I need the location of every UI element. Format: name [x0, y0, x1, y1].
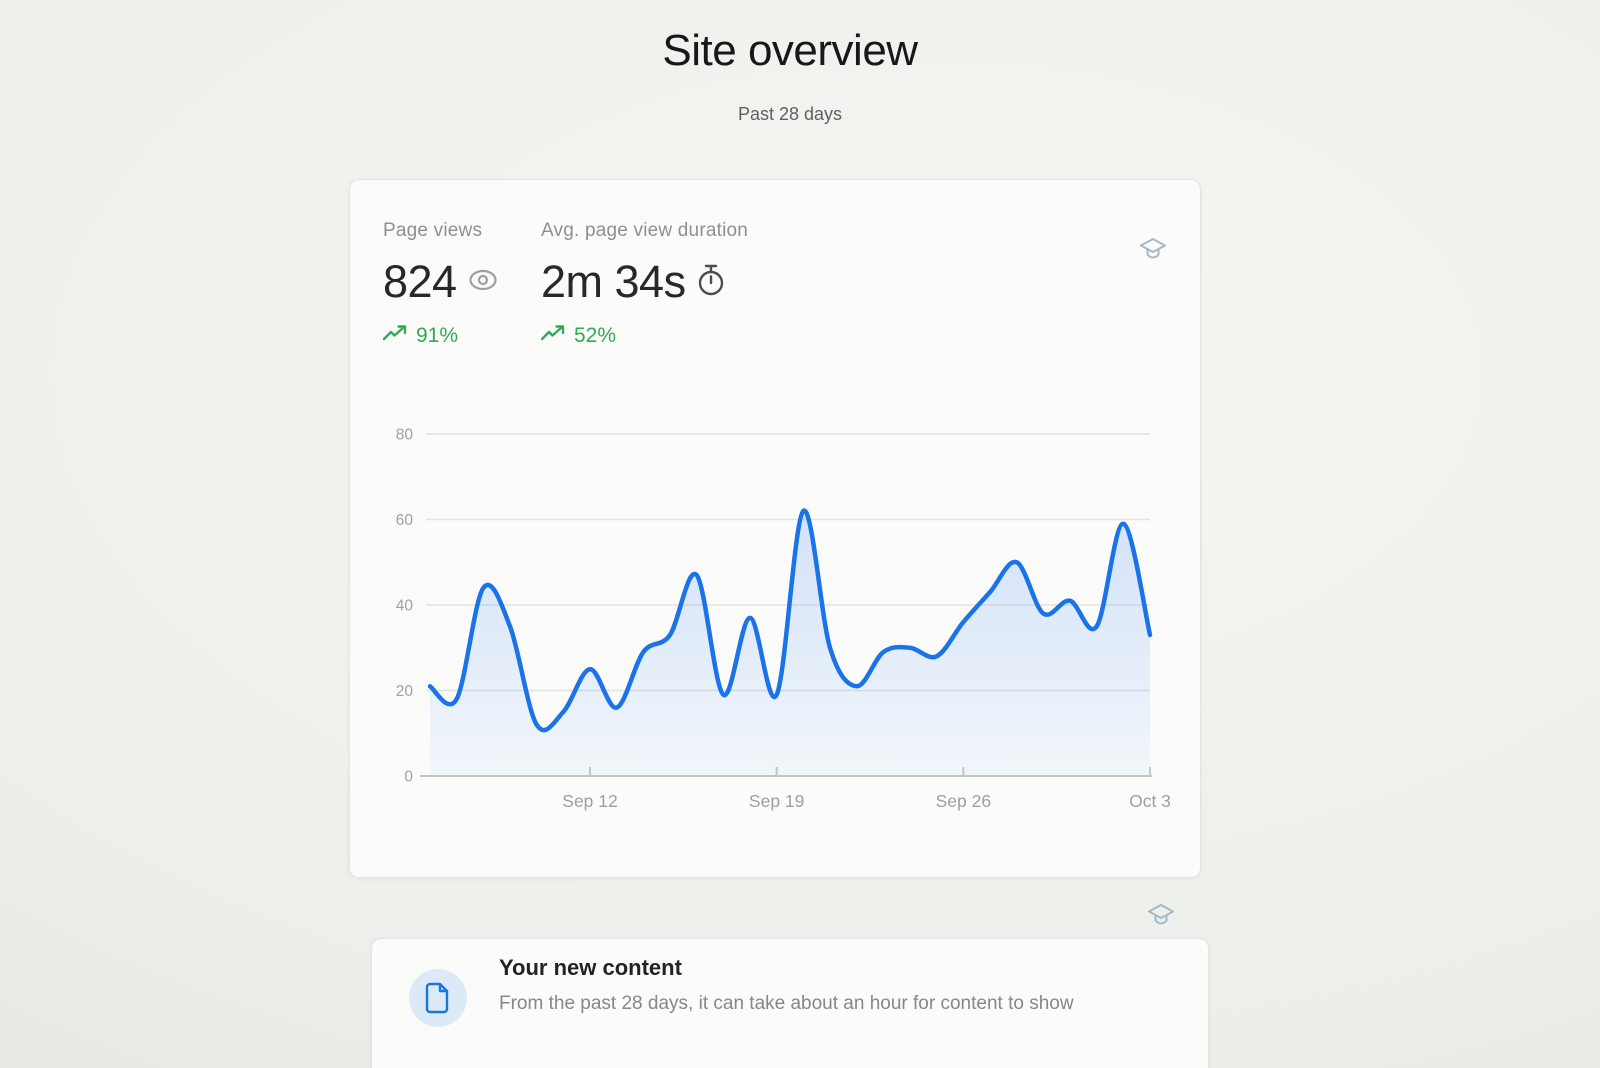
- svg-text:Sep 12: Sep 12: [562, 791, 617, 811]
- svg-text:60: 60: [396, 512, 414, 529]
- content-card-body: From the past 28 days, it can take about…: [499, 993, 1074, 1014]
- stopwatch-icon: [697, 264, 725, 301]
- eye-icon: [468, 269, 498, 296]
- svg-text:80: 80: [396, 427, 414, 444]
- stat-avg-duration-trend: 52%: [540, 324, 748, 348]
- stat-avg-duration: Avg. page view duration 2m 34s: [540, 220, 749, 348]
- analytics-card: Page views 824 91%: [349, 179, 1201, 878]
- area-chart-canvas: 0 20 40 60 80 Sep 12 Sep 19 Sep 26 Oct 3: [396, 427, 1171, 812]
- svg-text:Sep 26: Sep 26: [936, 791, 991, 811]
- page-title: Site overview: [662, 26, 918, 75]
- stat-page-views-trend: 91%: [382, 324, 498, 348]
- graduation-cap-icon[interactable]: [1146, 900, 1176, 930]
- content-card-title: Your new content: [499, 955, 682, 980]
- svg-text:0: 0: [404, 769, 413, 786]
- stat-avg-duration-value: 2m 34s: [541, 256, 686, 307]
- graduation-cap-icon[interactable]: [1138, 234, 1168, 264]
- stat-page-views: Page views 824 91%: [382, 220, 498, 348]
- trending-up-icon: [540, 325, 566, 347]
- stat-avg-duration-label: Avg. page view duration: [541, 220, 749, 241]
- svg-text:40: 40: [396, 598, 414, 615]
- stat-avg-duration-trend-value: 52%: [574, 324, 617, 347]
- svg-text:Oct 3: Oct 3: [1129, 791, 1171, 811]
- trending-up-icon: [382, 325, 408, 347]
- new-content-card: Your new content From the past 28 days, …: [371, 938, 1209, 1068]
- page-subtitle: Past 28 days: [737, 104, 843, 124]
- stat-page-views-label: Page views: [383, 220, 483, 241]
- svg-text:Sep 19: Sep 19: [749, 791, 804, 811]
- page-views-chart: 0 20 40 60 80 Sep 12 Sep 19 Sep 26 Oct 3: [370, 416, 1180, 836]
- svg-text:20: 20: [396, 683, 414, 700]
- stat-page-views-trend-value: 91%: [416, 324, 459, 347]
- stat-page-views-value: 824: [383, 256, 457, 307]
- document-icon: [409, 969, 467, 1027]
